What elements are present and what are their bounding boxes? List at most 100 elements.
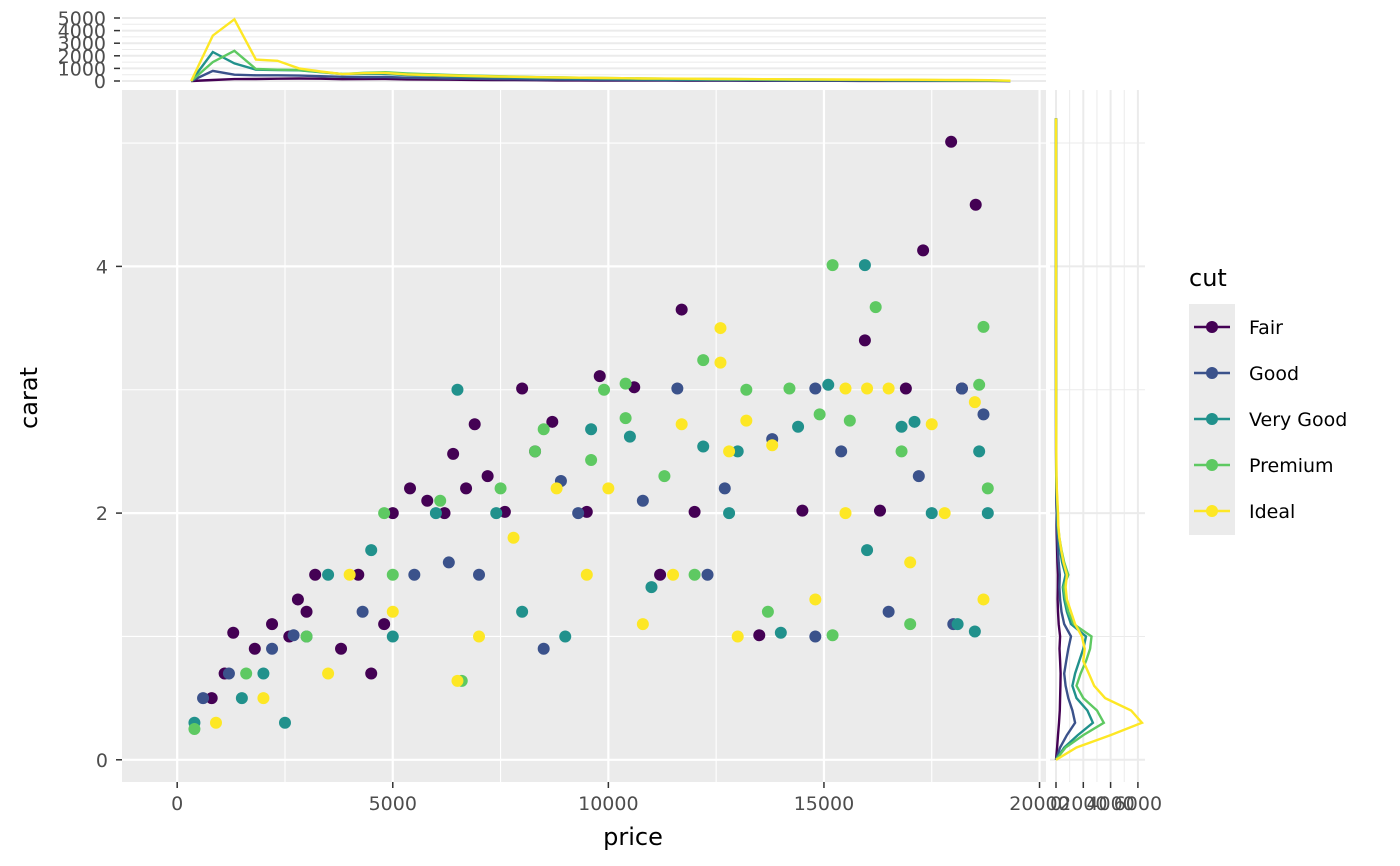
point-fair: [688, 505, 701, 518]
point-very-good: [908, 415, 921, 428]
point-very-good: [257, 667, 270, 680]
point-fair: [365, 667, 378, 680]
x-tick-label: 10000: [578, 793, 638, 815]
scatter-points: [188, 135, 994, 735]
point-ideal: [809, 593, 822, 606]
point-fair: [352, 568, 365, 581]
point-ideal: [839, 507, 852, 520]
point-premium: [869, 301, 882, 314]
point-premium: [378, 507, 391, 520]
point-fair: [335, 642, 348, 655]
point-fair: [593, 370, 606, 383]
point-very-good: [723, 507, 736, 520]
point-good: [636, 494, 649, 507]
point-fair: [266, 618, 279, 631]
point-ideal: [714, 322, 727, 335]
point-fair: [386, 507, 399, 520]
top-marginal-lines: [190, 17, 1011, 83]
point-fair: [796, 504, 809, 517]
point-premium: [619, 412, 632, 425]
point-good: [955, 382, 968, 395]
point-premium: [973, 378, 986, 391]
point-fair: [873, 504, 886, 517]
point-ideal: [839, 382, 852, 395]
point-good: [701, 568, 714, 581]
legend-label-good: Good: [1249, 363, 1299, 385]
point-good: [835, 445, 848, 458]
x-axis-title: price: [603, 823, 663, 851]
y-tick-label: 2: [96, 503, 108, 525]
point-premium: [658, 470, 671, 483]
right-x-tick-label: 4000: [1086, 793, 1134, 815]
point-premium: [895, 445, 908, 458]
point-premium: [826, 629, 839, 642]
point-premium: [697, 354, 710, 367]
point-fair: [654, 568, 667, 581]
point-good: [222, 667, 235, 680]
legend-label-fair: Fair: [1249, 317, 1283, 339]
point-ideal: [968, 396, 981, 409]
point-premium: [537, 423, 550, 436]
point-premium: [300, 630, 313, 643]
point-good: [671, 382, 684, 395]
point-ideal: [861, 382, 874, 395]
point-very-good: [697, 440, 710, 453]
point-fair: [378, 618, 391, 631]
point-very-good: [235, 692, 248, 705]
main-panel-background: [122, 90, 1046, 782]
point-ideal: [904, 556, 917, 569]
point-good: [473, 568, 486, 581]
point-premium: [434, 494, 447, 507]
legend-key-point: [1206, 505, 1218, 517]
right-line-ideal: [1054, 118, 1145, 761]
point-ideal: [723, 445, 736, 458]
main-scatter-panel: 0 5000 10000 15000 20000 0 2 4: [96, 90, 1070, 815]
x-tick-label: 5000: [369, 793, 417, 815]
point-good: [266, 642, 279, 655]
point-ideal: [636, 618, 649, 631]
point-fair: [753, 629, 766, 642]
top-y-tick-label: 4000: [58, 21, 106, 43]
point-very-good: [968, 625, 981, 638]
top-y-tick-label: 2000: [58, 46, 106, 68]
point-good: [442, 556, 455, 569]
point-ideal: [977, 593, 990, 606]
point-ideal: [257, 692, 270, 705]
y-tick-label: 0: [96, 750, 108, 772]
point-ideal: [451, 674, 464, 687]
point-premium: [904, 618, 917, 631]
point-good: [572, 507, 585, 520]
point-ideal: [714, 356, 727, 369]
point-very-good: [451, 383, 464, 396]
point-premium: [977, 320, 990, 333]
legend-label-premium: Premium: [1249, 455, 1334, 477]
point-ideal: [209, 716, 222, 729]
point-good: [912, 470, 925, 483]
point-very-good: [278, 716, 291, 729]
point-ideal: [731, 630, 744, 643]
point-ideal: [386, 605, 399, 618]
point-premium: [598, 383, 611, 396]
x-axis-ticks: 0 5000 10000 15000 20000: [171, 782, 1070, 815]
point-premium: [529, 445, 542, 458]
point-ideal: [740, 414, 753, 427]
point-ideal: [667, 568, 680, 581]
point-fair: [460, 482, 473, 495]
y-axis-title: carat: [15, 367, 43, 429]
point-very-good: [429, 507, 442, 520]
top-y-tick-label: 3000: [58, 33, 106, 55]
point-premium: [843, 414, 856, 427]
point-very-good: [559, 630, 572, 643]
right-x-tick-label: 6000: [1114, 793, 1162, 815]
point-ideal: [322, 667, 335, 680]
point-very-good: [365, 544, 378, 557]
legend-title: cut: [1189, 264, 1227, 292]
point-good: [809, 630, 822, 643]
point-good: [287, 629, 300, 642]
point-premium: [981, 482, 994, 495]
point-good: [718, 482, 731, 495]
point-fair: [468, 418, 481, 431]
